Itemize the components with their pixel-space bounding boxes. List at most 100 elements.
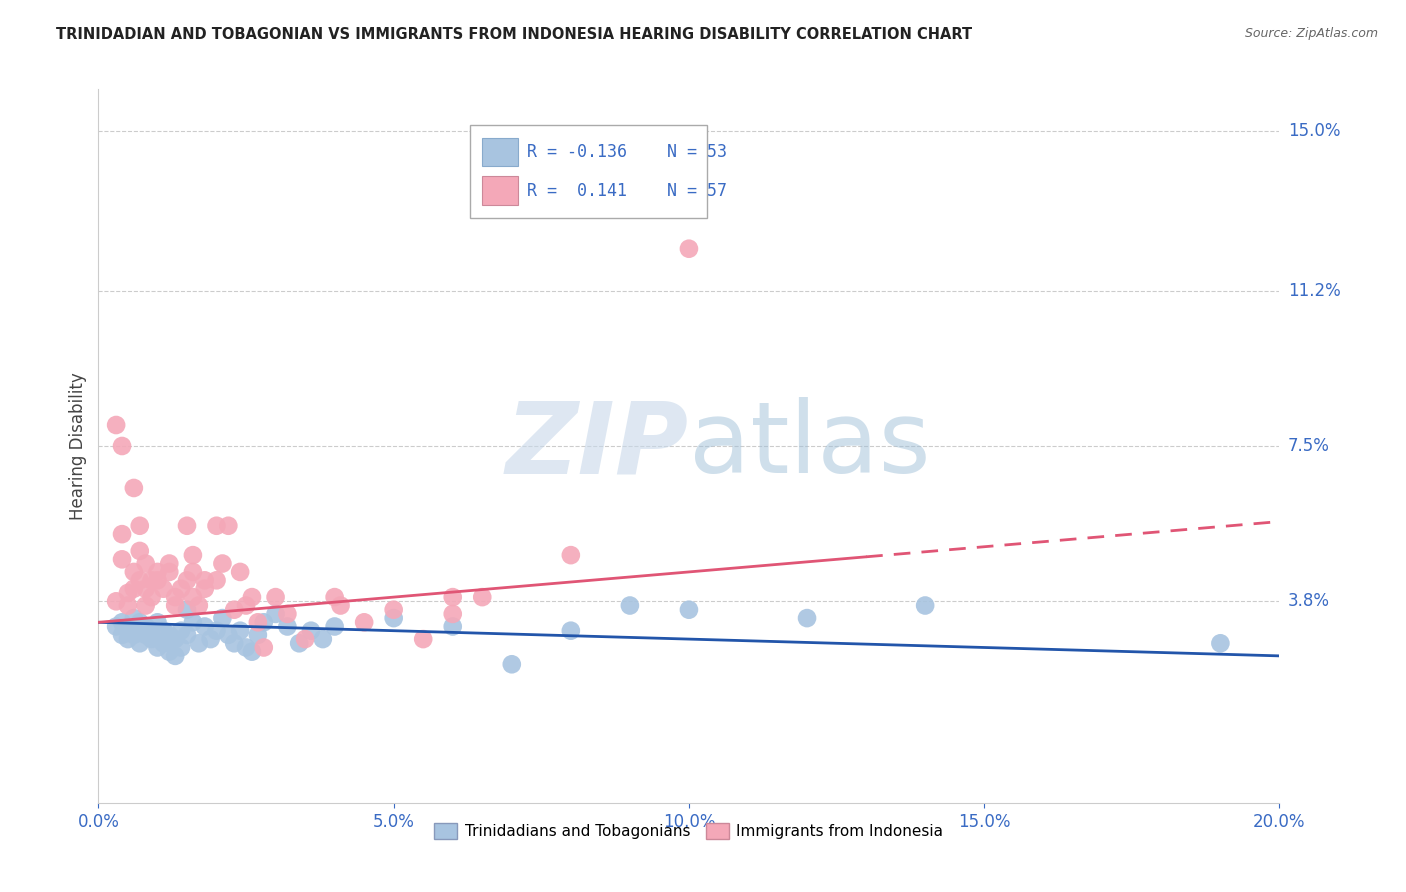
Point	[165, 599, 187, 613]
Point	[224, 636, 246, 650]
Point	[312, 632, 335, 646]
Point	[412, 632, 434, 646]
Point	[111, 628, 134, 642]
Point	[253, 640, 276, 655]
Point	[146, 565, 169, 579]
Point	[135, 599, 157, 613]
Point	[181, 590, 204, 604]
Point	[141, 624, 163, 638]
Point	[176, 518, 198, 533]
Point	[135, 628, 157, 642]
Point	[122, 481, 145, 495]
Point	[141, 632, 163, 646]
Point	[157, 557, 180, 571]
Point	[117, 632, 139, 646]
Point	[157, 628, 180, 642]
Legend: Trinidadians and Tobagonians, Immigrants from Indonesia: Trinidadians and Tobagonians, Immigrants…	[429, 817, 949, 845]
Point	[441, 619, 464, 633]
Point	[122, 582, 145, 596]
Point	[141, 574, 163, 588]
Point	[217, 518, 239, 533]
Point	[471, 590, 494, 604]
Point	[253, 615, 276, 630]
Point	[152, 636, 174, 650]
Point	[205, 518, 228, 533]
Point	[560, 548, 582, 562]
Point	[235, 640, 257, 655]
Point	[323, 590, 346, 604]
Point	[796, 611, 818, 625]
Text: 11.2%: 11.2%	[1288, 282, 1340, 300]
Point	[382, 611, 405, 625]
Point	[441, 590, 464, 604]
Point	[240, 645, 263, 659]
Point	[111, 552, 134, 566]
Text: 7.5%: 7.5%	[1288, 437, 1330, 455]
Point	[501, 657, 523, 672]
Text: R = -0.136    N = 53: R = -0.136 N = 53	[527, 143, 727, 161]
Point	[181, 548, 204, 562]
Point	[157, 645, 180, 659]
Point	[141, 590, 163, 604]
FancyBboxPatch shape	[482, 137, 517, 166]
Point	[181, 565, 204, 579]
Point	[294, 632, 316, 646]
Text: ZIP: ZIP	[506, 398, 689, 494]
Point	[329, 599, 352, 613]
Point	[264, 590, 287, 604]
Point	[323, 619, 346, 633]
Point	[122, 611, 145, 625]
Text: 15.0%: 15.0%	[1288, 122, 1340, 140]
Point	[229, 565, 252, 579]
Text: 3.8%: 3.8%	[1288, 592, 1330, 610]
Point	[146, 574, 169, 588]
Point	[187, 636, 209, 650]
Point	[111, 615, 134, 630]
Point	[1209, 636, 1232, 650]
Point	[135, 557, 157, 571]
Point	[194, 582, 217, 596]
Point	[246, 615, 269, 630]
Point	[135, 619, 157, 633]
Point	[205, 574, 228, 588]
Point	[240, 590, 263, 604]
Point	[128, 544, 150, 558]
Point	[111, 439, 134, 453]
Point	[217, 628, 239, 642]
Text: TRINIDADIAN AND TOBAGONIAN VS IMMIGRANTS FROM INDONESIA HEARING DISABILITY CORRE: TRINIDADIAN AND TOBAGONIAN VS IMMIGRANTS…	[56, 27, 973, 42]
Point	[299, 624, 322, 638]
Point	[288, 636, 311, 650]
Point	[211, 557, 233, 571]
Point	[105, 417, 128, 432]
Point	[117, 599, 139, 613]
Point	[276, 619, 298, 633]
Point	[152, 624, 174, 638]
FancyBboxPatch shape	[482, 177, 517, 205]
Point	[181, 615, 204, 630]
Point	[229, 624, 252, 638]
Point	[176, 628, 198, 642]
Point	[135, 582, 157, 596]
Point	[170, 640, 193, 655]
Point	[122, 628, 145, 642]
Point	[914, 599, 936, 613]
Point	[264, 607, 287, 621]
Text: R =  0.141    N = 57: R = 0.141 N = 57	[527, 182, 727, 200]
Point	[146, 640, 169, 655]
Point	[128, 636, 150, 650]
Point	[276, 607, 298, 621]
Point	[117, 586, 139, 600]
Point	[246, 628, 269, 642]
Point	[157, 565, 180, 579]
Point	[105, 594, 128, 608]
Point	[105, 619, 128, 633]
Point	[170, 624, 193, 638]
Point	[176, 574, 198, 588]
Point	[211, 611, 233, 625]
Point	[165, 590, 187, 604]
Point	[678, 603, 700, 617]
Point	[187, 599, 209, 613]
Point	[194, 619, 217, 633]
Point	[128, 574, 150, 588]
Point	[165, 648, 187, 663]
